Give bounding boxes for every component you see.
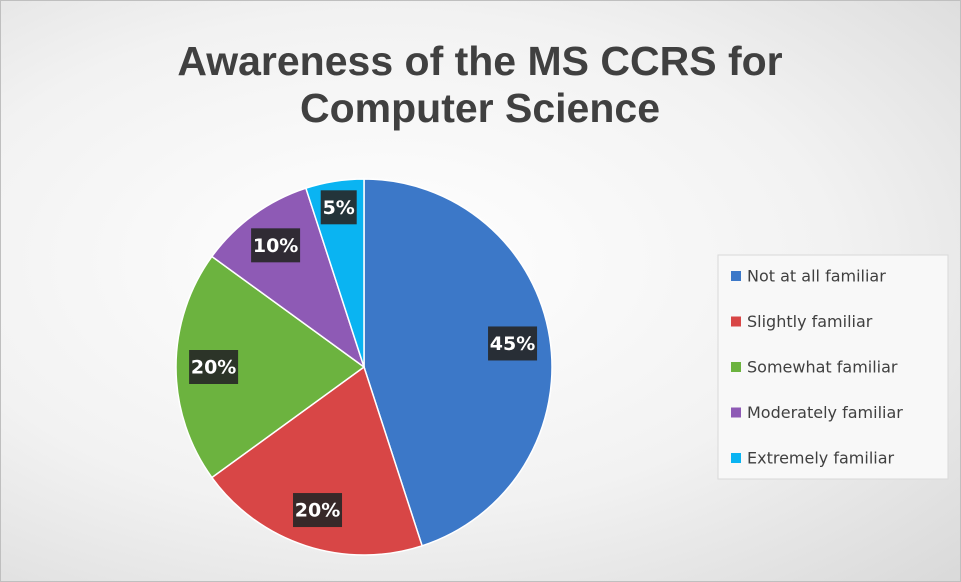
pie-slice: [210, 365, 424, 556]
legend-swatch: [731, 453, 741, 463]
pie-slice: [304, 178, 365, 368]
data-label: 5%: [323, 197, 355, 219]
legend-label: Not at all familiar: [747, 267, 886, 286]
legend-label: Somewhat familiar: [747, 358, 898, 377]
legend-label: Slightly familiar: [747, 312, 873, 331]
legend-label: Moderately familiar: [747, 403, 903, 422]
legend-box: [717, 254, 949, 480]
pie-slice: [363, 178, 553, 547]
data-label: 20%: [191, 357, 236, 379]
data-label: 10%: [253, 235, 298, 257]
legend-swatch: [731, 362, 741, 372]
pie-slice: [210, 187, 366, 369]
legend-swatch: [731, 316, 741, 327]
chart-title: Awareness of the MS CCRS for Computer Sc…: [177, 38, 783, 131]
legend-swatch: [731, 407, 741, 418]
data-label: 45%: [490, 333, 535, 355]
data-label-box: [320, 190, 357, 225]
data-label-box: [189, 350, 239, 384]
pie-slice: [175, 255, 366, 479]
legend-swatch: [731, 271, 741, 281]
data-label-box: [293, 493, 343, 528]
data-label: 20%: [295, 500, 340, 522]
legend-label: Extremely familiar: [747, 449, 895, 468]
data-label-box: [251, 228, 301, 263]
data-label-box: [488, 326, 538, 361]
